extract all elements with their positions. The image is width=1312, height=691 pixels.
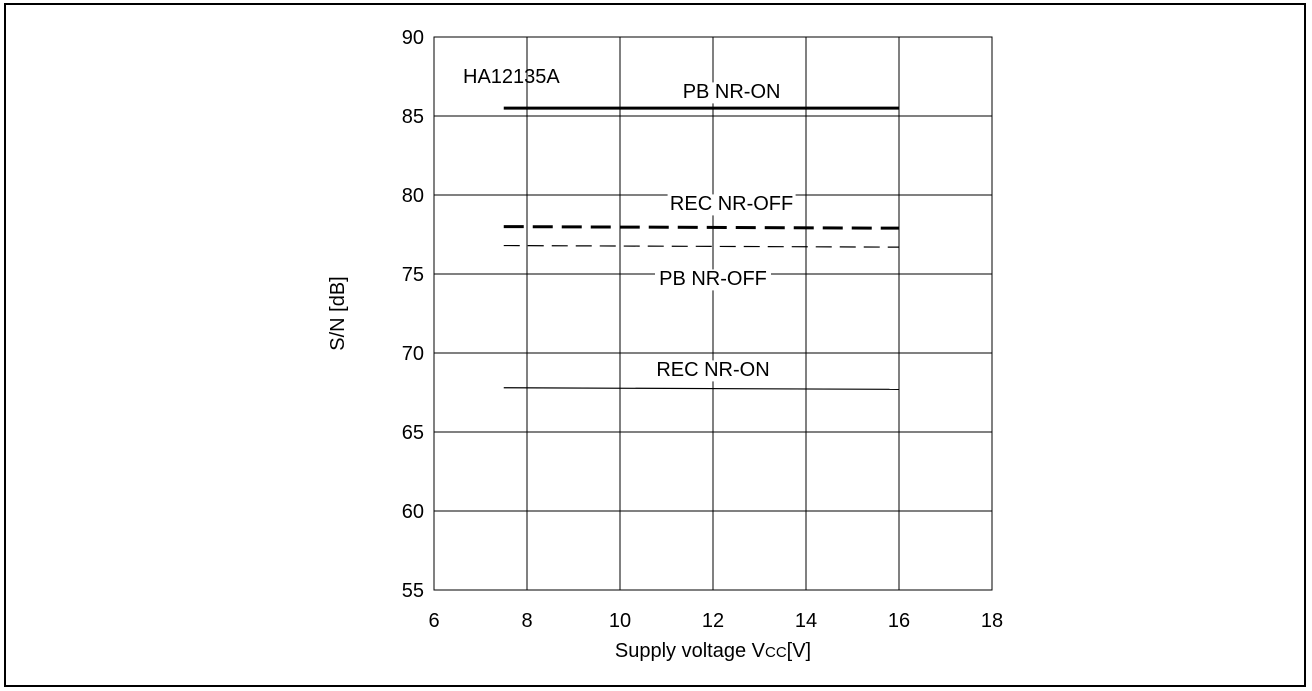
y-tick-label: 65 (402, 422, 424, 444)
series-line-pb-nr-off (503, 244, 900, 248)
series-line-rec-nr-off (503, 225, 900, 230)
y-tick-label: 80 (402, 185, 424, 207)
x-tick-label: 8 (521, 610, 532, 632)
y-tick-label: 60 (402, 501, 424, 523)
y-axis-label: S/N [dB] (327, 276, 349, 350)
series-line-rec-nr-on (503, 387, 900, 390)
x-tick-label: 6 (428, 610, 439, 632)
series-label-pb-nr-on-bg (679, 82, 784, 104)
x-axis-label-main: Supply voltage V (615, 640, 766, 662)
series-label-rec-nr-on: REC NR-ON (656, 359, 769, 381)
series-label-rec-nr-off: REC NR-OFF (670, 193, 793, 215)
x-tick-label: 12 (702, 610, 724, 632)
x-tick-label: 18 (981, 610, 1003, 632)
chart-frame: 6 8 10 12 14 16 18 55 60 65 70 75 80 85 90 PB NR-ON REC … (4, 3, 1306, 687)
series-label-pb-nr-off-bg (655, 269, 771, 291)
x-tick-label: 10 (609, 610, 631, 632)
x-axis-label-subscript: CC (765, 644, 787, 661)
series-label-pb-nr-on: PB NR-ON (683, 81, 781, 103)
part-number-label: HA12135A (463, 66, 560, 88)
y-tick-label: 90 (402, 27, 424, 49)
series-label-rec-nr-off-bg (667, 194, 796, 216)
x-tick-label: 16 (888, 610, 910, 632)
y-tick-label: 70 (402, 343, 424, 365)
y-tick-label: 55 (402, 580, 424, 602)
chart: 6 8 10 12 14 16 18 55 60 65 70 75 80 85 90 PB NR-ON REC … (327, 27, 1003, 662)
y-tick-label: 85 (402, 106, 424, 128)
x-axis-label: Supply voltage VCC[V] (615, 640, 811, 662)
x-axis-label-unit: [V] (787, 640, 811, 662)
series-label-rec-nr-on-bg (655, 360, 771, 382)
y-tick-label: 75 (402, 264, 424, 286)
series-label-pb-nr-off: PB NR-OFF (659, 268, 767, 290)
x-tick-label: 14 (795, 610, 817, 632)
